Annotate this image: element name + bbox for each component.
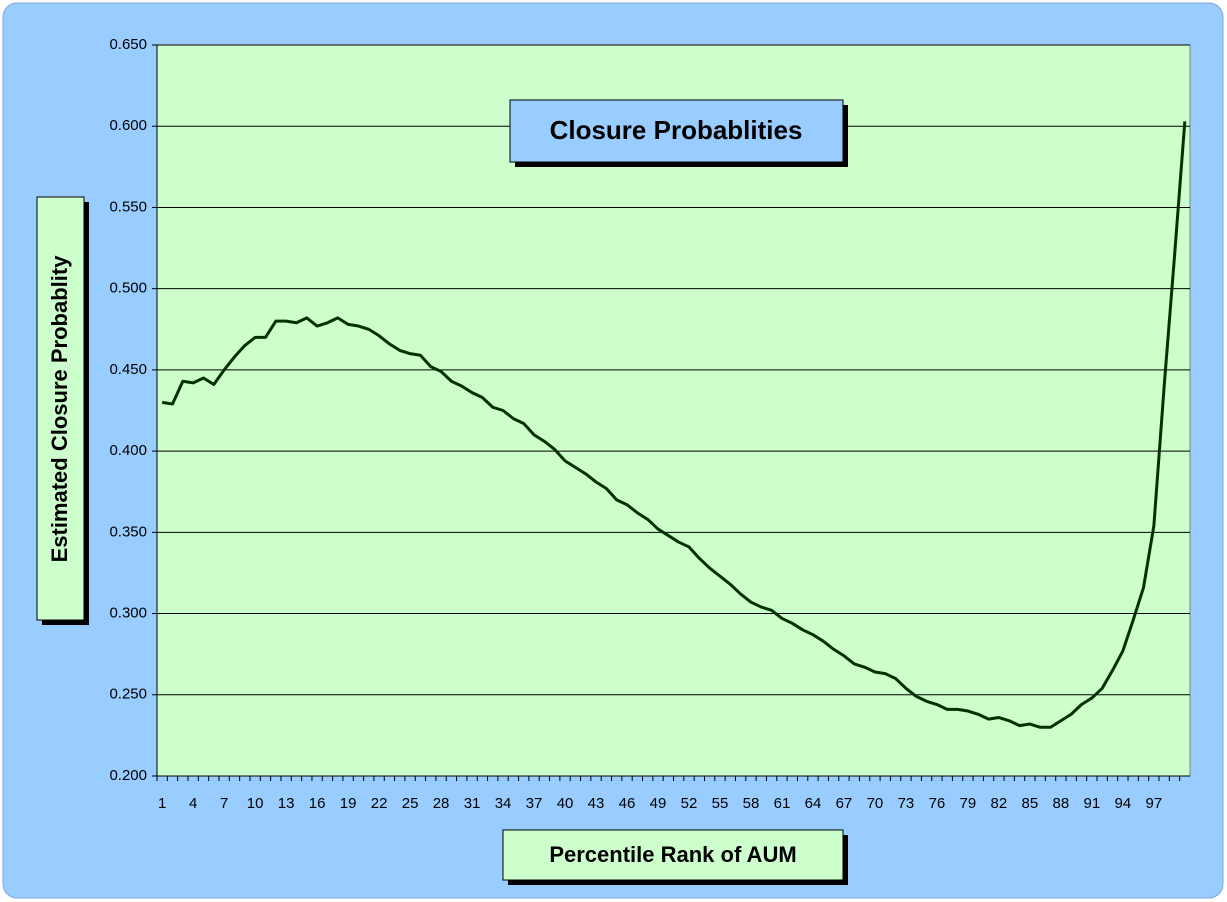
x-tick-label: 58: [743, 795, 760, 812]
x-tick-label: 94: [1115, 795, 1132, 812]
x-tick-label: 4: [189, 795, 197, 812]
x-tick-label: 37: [526, 795, 543, 812]
y-tick-label: 0.600: [109, 117, 147, 134]
x-tick-label: 73: [898, 795, 915, 812]
x-tick-label: 61: [774, 795, 791, 812]
x-tick-label: 46: [619, 795, 636, 812]
x-tick-label: 43: [588, 795, 605, 812]
x-tick-label: 22: [371, 795, 388, 812]
y-tick-label: 0.500: [109, 280, 147, 297]
x-tick-label: 88: [1053, 795, 1070, 812]
y-tick-label: 0.250: [109, 686, 147, 703]
x-tick-label: 49: [650, 795, 667, 812]
y-label-box: [36, 196, 85, 621]
x-label-box: [502, 829, 844, 881]
y-tick-label: 0.300: [109, 605, 147, 622]
x-tick-label: 85: [1022, 795, 1039, 812]
y-tick-label: 0.200: [109, 767, 147, 784]
x-tick-label: 34: [495, 795, 512, 812]
data-line: [161, 121, 1187, 729]
x-tick-label: 76: [929, 795, 946, 812]
y-tick-label: 0.450: [109, 361, 147, 378]
y-tick-label: 0.550: [109, 198, 147, 215]
x-tick-label: 28: [433, 795, 450, 812]
x-tick-label: 67: [836, 795, 853, 812]
x-tick-label: 7: [220, 795, 228, 812]
x-tick-label: 19: [340, 795, 357, 812]
x-tick-label: 13: [278, 795, 295, 812]
chart-title: Closure Probablities: [550, 115, 803, 145]
x-tick-label: 97: [1146, 795, 1163, 812]
x-tick-label: 70: [867, 795, 884, 812]
x-tick-label: 55: [712, 795, 729, 812]
x-tick-label: 10: [247, 795, 264, 812]
x-tick-label: 16: [309, 795, 326, 812]
title-box: [509, 99, 844, 163]
x-tick-label: 1: [158, 795, 166, 812]
x-tick-label: 40: [557, 795, 574, 812]
x-tick-label: 91: [1084, 795, 1101, 812]
x-tick-label: 82: [991, 795, 1008, 812]
x-tick-label: 64: [805, 795, 822, 812]
x-tick-label: 52: [681, 795, 698, 812]
x-tick-label: 31: [464, 795, 481, 812]
y-tick-label: 0.350: [109, 523, 147, 540]
y-tick-label: 0.400: [109, 442, 147, 459]
y-tick-label: 0.650: [109, 36, 147, 53]
y-axis-label: Estimated Closure Probablity: [47, 255, 72, 563]
x-tick-label: 79: [960, 795, 977, 812]
x-tick-label: 25: [402, 795, 419, 812]
x-axis-label: Percentile Rank of AUM: [549, 842, 796, 867]
